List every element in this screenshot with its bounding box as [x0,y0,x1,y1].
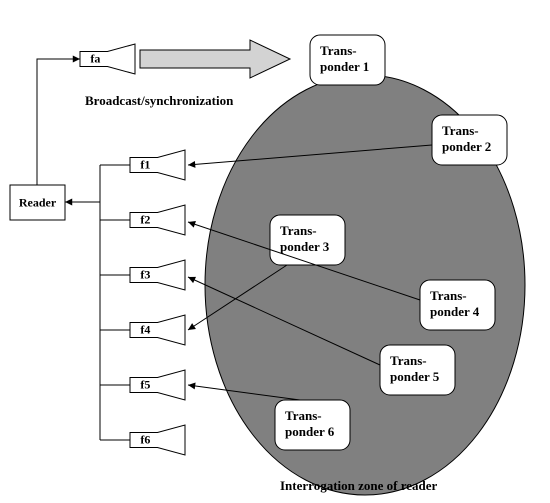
svg-text:Trans-: Trans- [442,123,479,138]
svg-text:fa: fa [90,52,100,66]
svg-text:Broadcast/synchronization: Broadcast/synchronization [85,93,234,108]
antenna-f2: f2 [130,205,185,235]
antenna-f5: f5 [130,370,185,400]
svg-text:Interrogation zone of reader: Interrogation zone of reader [280,478,438,493]
svg-text:Trans-: Trans- [320,43,357,58]
antenna-f3: f3 [130,260,185,290]
svg-text:f4: f4 [140,323,150,337]
transponder-t1: Trans-ponder 1 [310,35,385,85]
transponder-t6: Trans-ponder 6 [275,400,350,450]
rfid-diagram: faf1f2f3f4f5f6ReaderTrans-ponder 1Trans-… [0,0,550,503]
antenna-f1: f1 [130,150,185,180]
antenna-fa: fa [80,44,135,74]
transponder-t5: Trans-ponder 5 [380,345,455,395]
svg-text:ponder 1: ponder 1 [320,59,369,74]
transponder-t4: Trans-ponder 4 [420,280,495,330]
svg-text:f2: f2 [140,213,150,227]
svg-text:ponder 5: ponder 5 [390,369,440,384]
antenna-f6: f6 [130,425,185,455]
broadcast-arrow [140,40,290,78]
antenna-f4: f4 [130,315,185,345]
transponder-t3: Trans-ponder 3 [270,215,345,265]
svg-text:ponder 2: ponder 2 [442,139,491,154]
svg-text:f6: f6 [140,433,150,447]
transponder-t2: Trans-ponder 2 [432,115,507,165]
svg-text:f1: f1 [140,158,150,172]
svg-text:Trans-: Trans- [280,223,317,238]
svg-text:f3: f3 [140,268,150,282]
svg-text:ponder 3: ponder 3 [280,239,330,254]
svg-text:ponder 4: ponder 4 [430,304,480,319]
svg-text:f5: f5 [140,378,150,392]
svg-text:Trans-: Trans- [285,408,322,423]
svg-text:Trans-: Trans- [430,288,467,303]
svg-text:ponder 6: ponder 6 [285,424,335,439]
svg-text:Trans-: Trans- [390,353,427,368]
svg-text:Reader: Reader [19,196,57,210]
